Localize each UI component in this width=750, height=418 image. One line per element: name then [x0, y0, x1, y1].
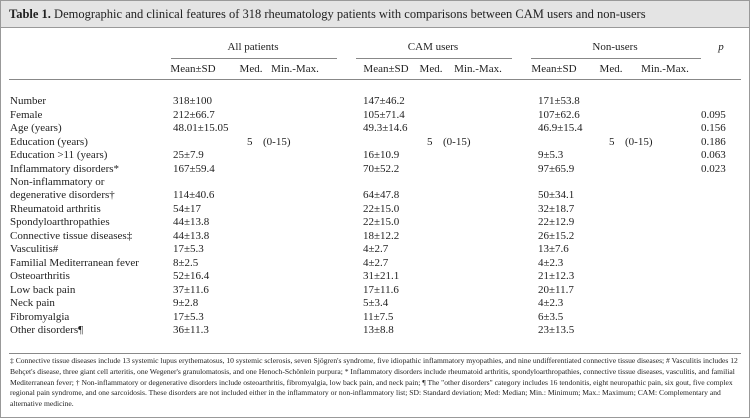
cell: 64±47.8 [363, 189, 400, 201]
cell: 23±13.5 [538, 324, 575, 336]
sub-header: Med. [239, 63, 263, 75]
cell: 4±2.3 [538, 297, 564, 309]
cell: 17±5.3 [173, 310, 204, 323]
cell: (0-15) [443, 135, 471, 148]
row-label: Vasculitis# [10, 243, 59, 255]
sub-header: Med. [599, 63, 623, 75]
cell: 4±2.7 [363, 243, 389, 255]
row-label: Number [10, 95, 47, 107]
cell: 318±100 [173, 95, 213, 107]
sub-header: Mean±SD [170, 63, 216, 75]
cell: 52±16.4 [173, 270, 210, 282]
sub-header: Mean±SD [363, 63, 409, 75]
cell: 17±5.3 [173, 243, 204, 255]
cell: 20±11.7 [538, 283, 574, 296]
cell: 5 [427, 135, 433, 148]
cell: 212±66.7 [173, 108, 215, 121]
cell: 114±40.6 [173, 189, 215, 201]
cell: 9±2.8 [173, 297, 199, 309]
cell: 44±13.8 [173, 216, 210, 228]
cell: 44±13.8 [173, 229, 210, 242]
cell: 105±71.4 [363, 108, 405, 121]
cell: 107±62.6 [538, 108, 580, 121]
cell: 17±11.6 [363, 283, 399, 296]
group-rule [356, 58, 512, 59]
row-label: Low back pain [10, 283, 76, 296]
cell: 5 [609, 135, 615, 148]
cell: 32±18.7 [538, 202, 575, 215]
cell: 25±7.9 [173, 149, 204, 161]
group-rule [531, 58, 701, 59]
cell: 13±8.8 [363, 324, 394, 336]
row-label: Inflammatory disorders* [10, 162, 120, 175]
cell: 22±15.0 [363, 202, 400, 215]
cell: 0.156 [701, 122, 726, 134]
row-label: Non-inflammatory or degenerative disorde… [10, 176, 115, 201]
cell: 18±12.2 [363, 229, 400, 242]
cell: 48.01±15.05 [173, 122, 229, 134]
cell: 167±59.4 [173, 162, 215, 175]
cell: 22±12.9 [538, 216, 575, 228]
cell: 4±2.7 [363, 256, 389, 269]
row-label: Education (years) [10, 135, 88, 148]
header-rule [9, 79, 741, 80]
cell: (0-15) [263, 135, 291, 148]
cell: 6±3.5 [538, 310, 564, 323]
row-label: Neck pain [10, 297, 55, 309]
cell: 54±17 [173, 202, 202, 215]
cell: 11±7.5 [363, 310, 394, 323]
row-label: Age (years) [10, 122, 62, 134]
cell: (0-15) [625, 135, 653, 148]
cell: 21±12.3 [538, 270, 575, 282]
cell: 70±52.2 [363, 162, 400, 175]
table-label: Table 1. [9, 7, 51, 21]
p-header: p [718, 41, 724, 53]
cell: 0.023 [701, 162, 726, 175]
cell: 171±53.8 [538, 95, 580, 107]
sub-header: Med. [419, 63, 443, 75]
group-header: Non-users [592, 41, 638, 53]
table-title: Demographic and clinical features of 318… [54, 7, 646, 21]
row-label: Other disorders¶ [10, 324, 84, 336]
group-header: All patients [227, 41, 279, 53]
cell: 22±15.0 [363, 216, 400, 228]
cell: 49.3±14.6 [363, 122, 408, 134]
group-rule [171, 58, 337, 59]
cell: 8±2.5 [173, 256, 199, 269]
cell: 4±2.3 [538, 256, 564, 269]
sub-header: Mean±SD [531, 63, 577, 75]
cell: 0.063 [701, 149, 726, 161]
cell: 0.186 [701, 135, 726, 148]
cell: 46.9±15.4 [538, 122, 583, 134]
row-label: Familial Mediterranean fever [10, 256, 139, 269]
cell: 16±10.9 [363, 149, 400, 161]
sub-header: Min.-Max. [641, 63, 689, 75]
cell: 97±65.9 [538, 162, 575, 175]
cell: 5 [247, 135, 253, 148]
cell: 5±3.4 [363, 297, 389, 309]
bottom-rule [9, 353, 741, 354]
row-label: Rheumatoid arthritis [10, 202, 101, 215]
cell: 36±11.3 [173, 324, 209, 336]
row-label: Female [10, 108, 43, 121]
footnote: ‡ Connective tissue diseases include 13 … [10, 356, 738, 409]
cell: 13±7.6 [538, 243, 569, 255]
sub-header: Min.-Max. [454, 63, 502, 75]
group-header: CAM users [407, 41, 459, 53]
cell: 9±5.3 [538, 149, 564, 161]
sub-header: Min.-Max. [271, 63, 319, 75]
cell: 31±21.1 [363, 270, 400, 282]
cell: 0.095 [701, 108, 726, 121]
row-label: Spondyloarthropathies [10, 216, 110, 228]
row-label: Osteoarthritis [10, 270, 70, 282]
row-label: Education >11 (years) [10, 149, 108, 161]
title-bar: Table 1. Demographic and clinical featur… [1, 1, 749, 28]
cell: 50±34.1 [538, 189, 575, 201]
cell: 26±15.2 [538, 229, 575, 242]
cell: 37±11.6 [173, 283, 209, 296]
cell: 147±46.2 [363, 95, 405, 107]
row-label: Connective tissue diseases‡ [10, 229, 133, 242]
row-label: Fibromyalgia [10, 310, 70, 323]
